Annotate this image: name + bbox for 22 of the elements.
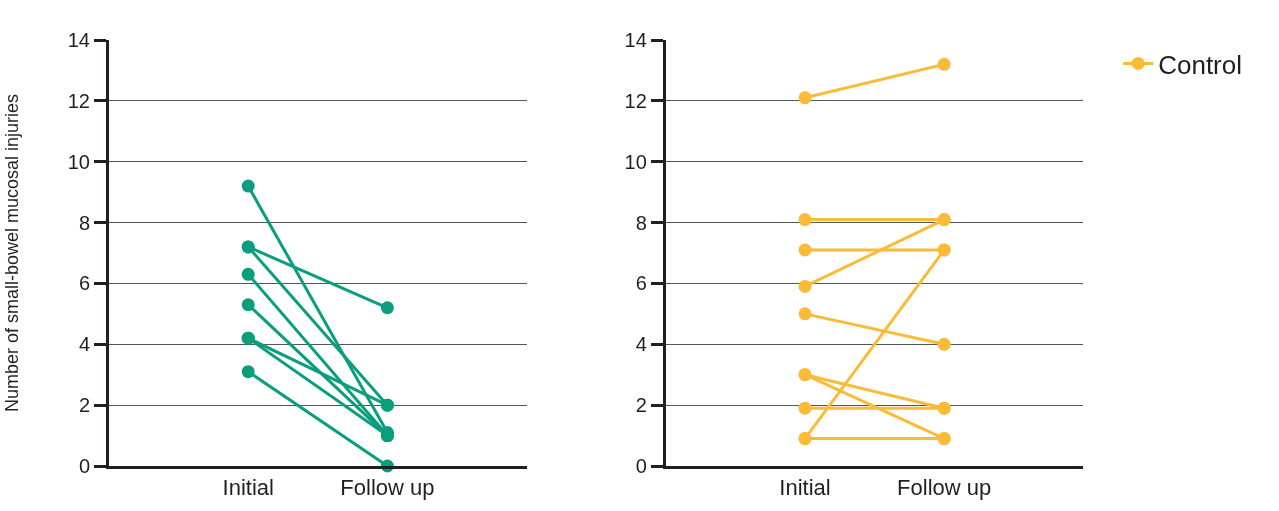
x-tick-label: Follow up <box>897 475 992 501</box>
y-tick-label: 4 <box>78 333 90 356</box>
y-tick-label: 14 <box>624 29 647 51</box>
x-tick-label: Initial <box>222 475 274 501</box>
y-tick-label: 14 <box>67 29 90 51</box>
x-tick-label: Follow up <box>340 475 435 501</box>
y-tick-label: 10 <box>67 150 90 173</box>
y-tick-label: 2 <box>78 394 90 417</box>
y-tick-label: 12 <box>67 89 90 112</box>
y-tick-label: 12 <box>624 89 647 112</box>
y-tick-label: 0 <box>78 455 90 477</box>
y-axis-title: Number of small-bowel mucosal injuries <box>1 93 22 413</box>
y-tick-label: 6 <box>635 272 647 295</box>
legend-label: Control <box>1158 49 1243 80</box>
y-tick-label: 6 <box>78 272 90 295</box>
x-tick-label: Initial <box>779 475 831 501</box>
y-tick-label: 2 <box>635 394 647 417</box>
y-tick-label: 8 <box>635 211 647 234</box>
y-tick-label: 8 <box>78 211 90 234</box>
y-tick-label: 0 <box>635 455 647 477</box>
y-tick-label: 4 <box>635 333 647 356</box>
y-tick-label: 10 <box>624 150 647 173</box>
